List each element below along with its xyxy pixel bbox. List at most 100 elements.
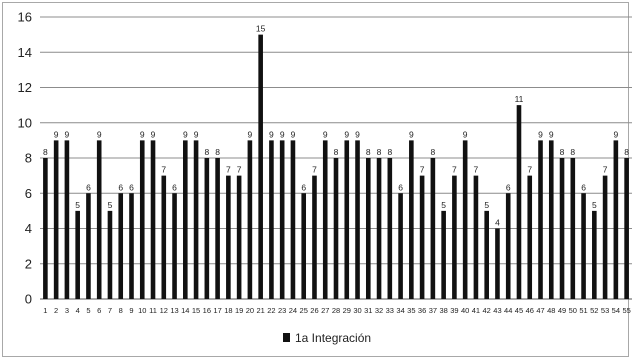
data-label: 6: [118, 182, 123, 192]
data-label: 6: [398, 182, 403, 192]
bar: [107, 210, 113, 299]
bar: [172, 193, 177, 299]
bar: [355, 140, 360, 299]
bar: [559, 158, 565, 299]
bar: [150, 140, 156, 299]
bar: [183, 140, 188, 299]
data-label: 9: [65, 129, 70, 139]
data-label: 9: [269, 129, 274, 139]
bar: [43, 158, 48, 299]
data-label: 9: [54, 129, 59, 139]
x-tick-label: 34: [396, 306, 404, 315]
x-tick-label: 55: [622, 306, 630, 315]
data-label: 9: [538, 129, 543, 139]
data-label: 8: [560, 147, 565, 157]
bar: [613, 140, 619, 299]
data-label: 8: [387, 147, 392, 157]
x-tick-label: 16: [203, 306, 211, 315]
bar: [387, 158, 393, 299]
data-label: 7: [420, 165, 425, 175]
y-tick-label: 10: [18, 115, 32, 130]
bar: [247, 140, 253, 299]
bar: [452, 175, 457, 299]
bar: [322, 140, 328, 299]
x-tick-label: 41: [472, 306, 480, 315]
data-label: 8: [215, 147, 220, 157]
x-tick-label: 2: [54, 306, 58, 315]
x-tick-label: 47: [536, 306, 544, 315]
x-tick-label: 19: [235, 306, 243, 315]
x-tick-label: 37: [429, 306, 437, 315]
bar: [204, 158, 210, 299]
bar: [129, 193, 134, 299]
bar: [505, 193, 511, 299]
x-tick-label: 14: [181, 306, 189, 315]
x-tick-label: 18: [224, 306, 232, 315]
bar: [430, 158, 436, 299]
y-tick-label: 2: [25, 256, 32, 271]
bar: [118, 193, 124, 299]
data-label: 8: [624, 147, 629, 157]
x-tick-label: 17: [213, 306, 221, 315]
bar: [473, 175, 479, 299]
data-label: 9: [409, 129, 414, 139]
legend-swatch: [283, 333, 290, 342]
x-tick-label: 23: [278, 306, 286, 315]
bar: [365, 158, 371, 299]
data-label: 8: [43, 147, 48, 157]
bar: [592, 210, 597, 299]
x-tick-label: 49: [558, 306, 566, 315]
bar: [64, 140, 70, 299]
data-label: 7: [237, 165, 242, 175]
bar: [301, 193, 307, 299]
data-label: 5: [592, 200, 597, 210]
data-label: 9: [140, 129, 145, 139]
x-tick-label: 33: [386, 306, 394, 315]
x-tick-label: 24: [289, 306, 297, 315]
x-tick-label: 30: [353, 306, 361, 315]
x-tick-label: 8: [119, 306, 123, 315]
x-tick-label: 43: [493, 306, 501, 315]
x-tick-label: 13: [170, 306, 178, 315]
bar: [624, 158, 629, 299]
data-label: 6: [581, 182, 586, 192]
bar: [538, 140, 543, 299]
x-tick-label: 22: [267, 306, 275, 315]
y-tick-label: 0: [25, 292, 32, 307]
data-label: 7: [474, 165, 479, 175]
y-tick-label: 16: [18, 10, 32, 25]
x-tick-label: 20: [246, 306, 254, 315]
data-label: 9: [549, 129, 554, 139]
data-label: 6: [301, 182, 306, 192]
x-tick-label: 36: [418, 306, 426, 315]
bar: [495, 228, 500, 299]
bar: [602, 175, 608, 299]
x-tick-label: 11: [149, 306, 157, 315]
bar: [290, 140, 296, 299]
x-axis-ticks: 1 2 3 4 5 6 7 8 9 10 11 12 13 14 15 16 17 18 19 20 21 22 23 24 2…: [43, 306, 630, 315]
x-tick-label: 42: [483, 306, 491, 315]
x-tick-label: 3: [65, 306, 69, 315]
bar: [376, 158, 382, 299]
data-label: 6: [506, 182, 511, 192]
x-tick-label: 40: [461, 306, 469, 315]
bar: [333, 158, 339, 299]
data-label: 5: [441, 200, 446, 210]
data-label: 9: [463, 129, 468, 139]
data-label: 6: [172, 182, 177, 192]
x-tick-label: 6: [97, 306, 101, 315]
x-tick-label: 26: [310, 306, 318, 315]
x-tick-label: 44: [504, 306, 512, 315]
x-tick-label: 32: [375, 306, 383, 315]
data-label: 8: [570, 147, 575, 157]
bar: [462, 140, 468, 299]
data-label: 8: [204, 147, 209, 157]
x-tick-label: 7: [108, 306, 112, 315]
data-label: 7: [226, 165, 231, 175]
data-label: 9: [344, 129, 349, 139]
data-label: 9: [97, 129, 102, 139]
x-tick-label: 25: [300, 306, 308, 315]
bar: [193, 140, 199, 299]
x-tick-label: 9: [129, 306, 133, 315]
